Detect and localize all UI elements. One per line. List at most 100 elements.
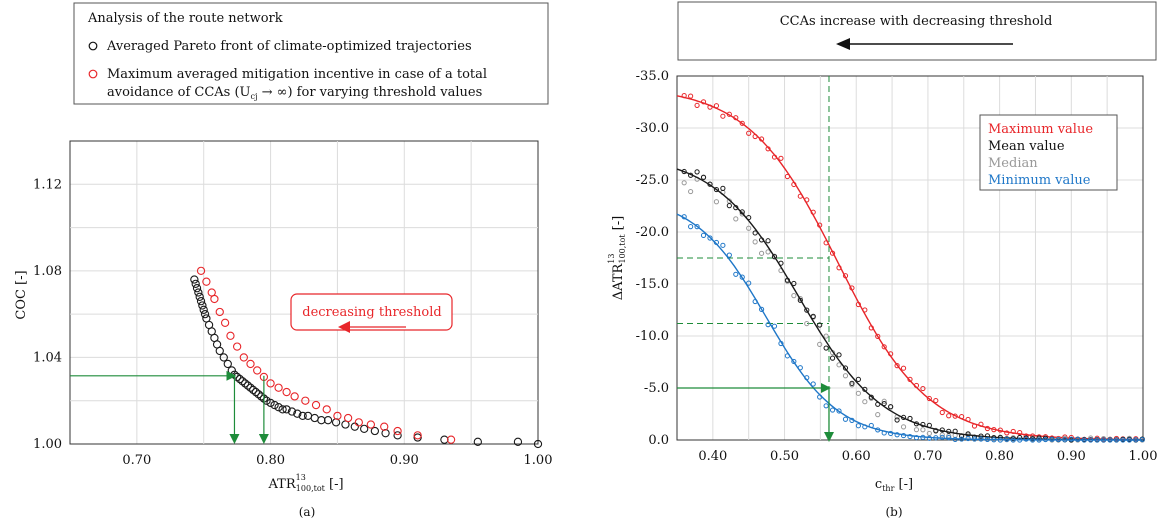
data-point-blue [862, 424, 868, 430]
data-point-blue [868, 422, 874, 429]
data-point-blue [784, 353, 791, 359]
legend-item-max-line2: avoidance of CCAs (Ucj → ∞) for varying … [107, 85, 482, 101]
data-point-blue [1094, 437, 1100, 443]
data-point-black [241, 379, 250, 388]
data-point-blue [1017, 437, 1023, 443]
data-point-red [810, 209, 816, 215]
data-point-blue [946, 435, 952, 441]
data-point-black [700, 174, 707, 180]
data-point-red [700, 99, 707, 105]
data-point-black [875, 401, 881, 407]
data-point-black [952, 428, 958, 434]
data-point-blue [991, 437, 997, 443]
fit-line-blue [676, 213, 1143, 441]
data-point-red [849, 285, 855, 291]
data-point-blue [765, 322, 771, 328]
data-point-red [282, 387, 291, 397]
data-point-red [984, 425, 991, 432]
data-point-blue [1075, 436, 1081, 442]
data-point-red [220, 318, 230, 327]
data-point-red [290, 392, 299, 401]
data-point-black [746, 214, 752, 221]
data-point-black [842, 365, 849, 371]
data-point-blue [875, 427, 881, 433]
x-tick-label: 0.80 [985, 449, 1014, 464]
data-point-black [797, 297, 803, 303]
data-point-red [765, 146, 771, 152]
plot-area-a: 0.70 0.80 0.90 1.00 1.00 1.04 1.08 1.12 [33, 140, 552, 468]
data-point-black [791, 280, 797, 287]
data-point-black [959, 433, 965, 439]
data-point-red [393, 426, 402, 436]
data-point-blue [791, 358, 797, 365]
data-point-red [713, 103, 720, 109]
data-point-black [298, 411, 307, 421]
data-point-red [354, 418, 363, 427]
data-point-black [323, 416, 333, 425]
data-point-gray [746, 225, 752, 231]
data-point-gray [939, 432, 945, 438]
data-point-red [823, 240, 829, 246]
data-point-blue [1029, 437, 1036, 443]
data-point-black [215, 346, 224, 356]
data-point-black [713, 186, 720, 193]
legend-marker-black [88, 41, 98, 51]
legend-item-max-line1: Maximum averaged mitigation incentive in… [107, 67, 487, 82]
data-point-black [473, 437, 482, 446]
data-point-blue [888, 430, 894, 437]
data-point-black [707, 181, 713, 187]
caption-b: (b) [885, 505, 902, 519]
data-point-red [804, 197, 810, 203]
x-tick-label: 0.90 [390, 453, 419, 468]
data-point-blue [752, 298, 758, 305]
data-point-red [758, 136, 765, 142]
data-point-black [868, 394, 874, 400]
data-point-red [797, 193, 803, 199]
data-point-gray [881, 398, 887, 404]
data-point-red [855, 301, 861, 308]
annotation-box [290, 293, 453, 331]
data-point-black [257, 392, 266, 401]
data-point-red [733, 115, 739, 121]
data-point-gray [804, 320, 810, 327]
data-point-blue [733, 271, 739, 277]
data-point-red [232, 342, 242, 351]
data-point-black [200, 309, 210, 319]
data-point-red [971, 423, 978, 429]
legend-box-b [979, 114, 1118, 191]
header-text-b: CCAs increase with decreasing threshold [780, 14, 1053, 29]
data-point-black [270, 400, 279, 410]
data-point-red [778, 155, 784, 161]
data-point-gray [920, 427, 926, 433]
data-point-black [920, 421, 926, 428]
y-tick-label: 1.12 [33, 177, 62, 192]
x-tick-label: 0.40 [698, 449, 727, 464]
data-point-gray [739, 211, 745, 217]
data-point-black [278, 405, 287, 414]
data-point-black [926, 422, 932, 428]
data-point-red [939, 409, 945, 416]
data-point-black [739, 209, 745, 215]
data-point-blue [1049, 436, 1055, 442]
data-point-blue [1068, 436, 1074, 442]
legend-b-mean: Mean value [988, 139, 1065, 154]
data-point-blue [1126, 437, 1132, 443]
data-point-red [952, 413, 958, 419]
data-point-blue [1036, 437, 1042, 443]
data-point-black [293, 409, 302, 418]
y-tick-label: -10.0 [636, 329, 669, 344]
data-point-black [688, 172, 694, 178]
data-point-gray [913, 427, 920, 433]
x-tick-label: 1.00 [1129, 449, 1158, 464]
data-point-black [287, 407, 297, 416]
data-point-blue [907, 433, 913, 440]
data-point-red [965, 416, 971, 423]
data-point-black [198, 301, 207, 310]
legend-item-pareto: Averaged Pareto front of climate-optimiz… [106, 39, 472, 54]
legend-b-max: Maximum value [988, 122, 1093, 137]
data-point-black [251, 387, 261, 397]
data-point-black [758, 237, 765, 243]
data-point-red [1017, 430, 1023, 436]
data-point-blue [707, 235, 713, 241]
data-point-red [875, 333, 881, 339]
